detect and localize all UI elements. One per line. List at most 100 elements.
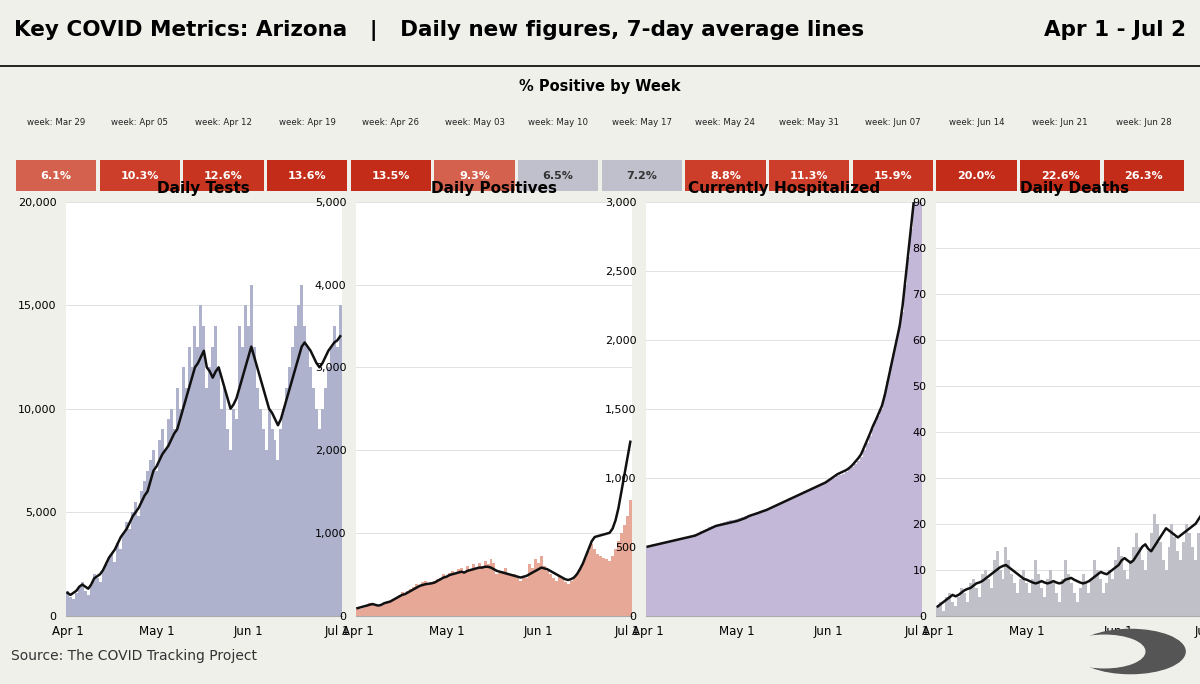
- Text: 7.2%: 7.2%: [626, 170, 658, 181]
- Bar: [125, 523, 128, 616]
- Bar: [756, 512, 758, 616]
- Text: 6.5%: 6.5%: [542, 170, 574, 181]
- Bar: [152, 450, 155, 616]
- Bar: [514, 575, 516, 616]
- Bar: [584, 557, 587, 616]
- Bar: [298, 305, 300, 616]
- Text: Key COVID Metrics: Arizona   |   Daily new figures, 7-day average lines: Key COVID Metrics: Arizona | Daily new f…: [14, 20, 864, 41]
- Bar: [324, 388, 326, 616]
- Bar: [875, 423, 877, 616]
- Bar: [306, 347, 310, 616]
- Bar: [1004, 547, 1008, 616]
- Bar: [265, 450, 268, 616]
- Bar: [895, 340, 898, 616]
- Bar: [232, 409, 235, 616]
- Bar: [883, 395, 887, 616]
- Bar: [336, 347, 338, 616]
- Text: 13.6%: 13.6%: [288, 170, 326, 181]
- Bar: [803, 491, 806, 616]
- Bar: [673, 540, 676, 616]
- Bar: [300, 285, 304, 616]
- Bar: [1075, 602, 1079, 616]
- Bar: [1198, 533, 1200, 616]
- Bar: [146, 471, 149, 616]
- Bar: [211, 347, 215, 616]
- Bar: [762, 511, 764, 616]
- Bar: [913, 202, 916, 616]
- Bar: [371, 605, 374, 616]
- Text: week: Apr 26: week: Apr 26: [362, 118, 419, 127]
- Bar: [119, 549, 122, 616]
- Bar: [415, 584, 419, 616]
- Bar: [605, 560, 608, 616]
- Bar: [552, 577, 554, 616]
- Bar: [1164, 570, 1168, 616]
- Bar: [919, 146, 922, 616]
- Bar: [898, 326, 901, 616]
- Bar: [1114, 560, 1117, 616]
- Bar: [1067, 575, 1069, 616]
- Bar: [769, 160, 850, 192]
- Bar: [427, 584, 431, 616]
- Bar: [475, 568, 478, 616]
- Bar: [528, 564, 532, 616]
- Bar: [140, 491, 143, 616]
- Bar: [1097, 570, 1099, 616]
- Bar: [78, 587, 80, 616]
- Bar: [590, 544, 593, 616]
- Bar: [185, 388, 187, 616]
- Bar: [758, 512, 762, 616]
- Bar: [948, 592, 952, 616]
- Text: week: May 17: week: May 17: [612, 118, 672, 127]
- Bar: [169, 409, 173, 616]
- Bar: [409, 589, 413, 616]
- Bar: [419, 586, 421, 616]
- Bar: [910, 229, 913, 616]
- Bar: [548, 575, 552, 616]
- Bar: [893, 354, 895, 616]
- Bar: [128, 529, 131, 616]
- Bar: [1144, 570, 1147, 616]
- Bar: [776, 504, 780, 616]
- Bar: [304, 326, 306, 616]
- Bar: [818, 484, 821, 616]
- Text: week: Jun 28: week: Jun 28: [1116, 118, 1171, 127]
- Bar: [1109, 570, 1111, 616]
- Bar: [1013, 583, 1016, 616]
- Bar: [203, 326, 205, 616]
- Bar: [377, 607, 380, 616]
- Bar: [863, 450, 865, 616]
- Bar: [601, 160, 682, 192]
- Bar: [383, 603, 385, 616]
- Bar: [534, 560, 536, 616]
- Bar: [431, 583, 433, 616]
- Bar: [558, 576, 560, 616]
- Bar: [1079, 588, 1081, 616]
- Bar: [164, 450, 167, 616]
- Bar: [504, 568, 508, 616]
- Bar: [851, 466, 853, 616]
- Bar: [742, 517, 744, 616]
- Bar: [780, 503, 782, 616]
- Bar: [368, 603, 371, 616]
- Bar: [984, 570, 986, 616]
- Text: 22.6%: 22.6%: [1040, 170, 1080, 181]
- Bar: [96, 579, 98, 616]
- Bar: [667, 541, 670, 616]
- Bar: [385, 601, 389, 616]
- Bar: [1159, 542, 1162, 616]
- Bar: [193, 326, 197, 616]
- Bar: [158, 440, 161, 616]
- Bar: [853, 160, 932, 192]
- Bar: [68, 597, 72, 616]
- Bar: [972, 579, 974, 616]
- Bar: [593, 549, 596, 616]
- Bar: [702, 530, 706, 616]
- Bar: [1111, 579, 1114, 616]
- Bar: [691, 536, 694, 616]
- Bar: [614, 549, 617, 616]
- Bar: [1008, 560, 1010, 616]
- Bar: [752, 514, 756, 616]
- Bar: [1135, 533, 1138, 616]
- Text: week: Jun 14: week: Jun 14: [949, 118, 1004, 127]
